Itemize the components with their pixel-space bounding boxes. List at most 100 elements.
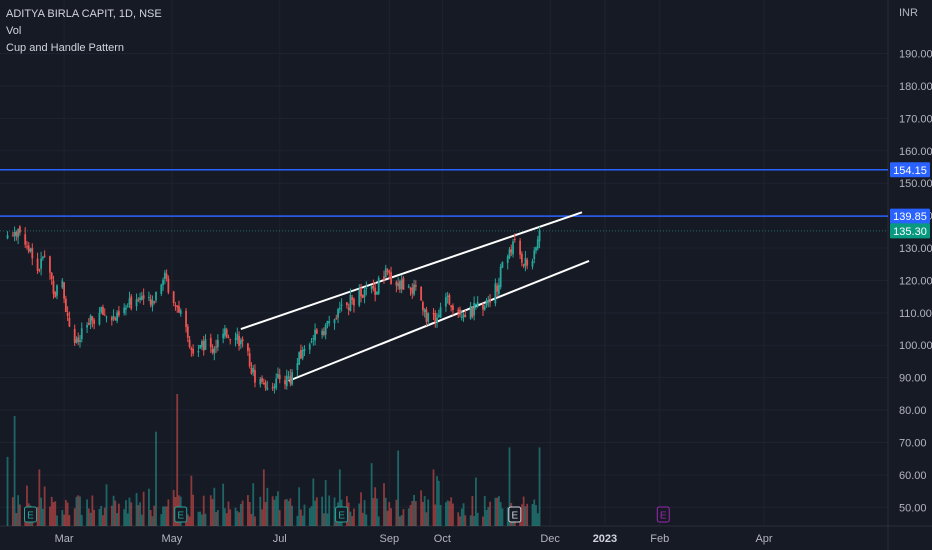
candle-body bbox=[487, 300, 490, 303]
volume-bar bbox=[407, 508, 410, 526]
volume-bars bbox=[6, 394, 541, 526]
earnings-marker[interactable]: E bbox=[24, 506, 38, 523]
candle-body bbox=[17, 228, 20, 238]
candle-body bbox=[149, 299, 152, 305]
candle-body bbox=[506, 256, 509, 264]
candle-body bbox=[139, 297, 141, 300]
volume-bar bbox=[215, 511, 217, 526]
candle-body bbox=[448, 295, 451, 305]
volume-bar bbox=[186, 514, 189, 526]
volume-bar bbox=[358, 503, 361, 526]
earnings-marker[interactable]: E bbox=[335, 506, 349, 523]
volume-bar bbox=[475, 477, 477, 526]
volume-bar bbox=[75, 496, 78, 526]
indicator-legend[interactable]: Cup and Handle Pattern bbox=[6, 42, 125, 54]
volume-bar bbox=[13, 416, 16, 526]
volume-legend[interactable]: Vol bbox=[6, 25, 22, 37]
candle-body bbox=[248, 353, 251, 367]
trendlines bbox=[240, 211, 590, 382]
volume-bar bbox=[296, 515, 299, 526]
volume-bar bbox=[506, 507, 509, 526]
candle-body bbox=[186, 326, 189, 338]
candle-body bbox=[471, 307, 474, 317]
candle-body bbox=[38, 269, 41, 271]
volume-bar bbox=[135, 493, 138, 526]
candle-body bbox=[125, 307, 127, 310]
time-tick-label: Sep bbox=[380, 533, 400, 545]
earnings-marker[interactable]: E bbox=[656, 506, 670, 523]
volume-bar bbox=[264, 502, 267, 526]
candle-body bbox=[31, 247, 34, 259]
candle-body bbox=[239, 340, 242, 345]
candle-body bbox=[349, 294, 352, 312]
volume-bar bbox=[388, 502, 391, 526]
candle-body bbox=[234, 338, 237, 340]
volume-bar bbox=[501, 508, 504, 526]
candle-body bbox=[340, 304, 343, 306]
volume-bar bbox=[153, 505, 156, 526]
candle-body bbox=[425, 309, 428, 322]
time-tick-label: Dec bbox=[540, 533, 560, 545]
volume-bar bbox=[300, 509, 302, 526]
volume-bar bbox=[66, 502, 69, 526]
time-tick-label: Feb bbox=[650, 533, 669, 545]
volume-bar bbox=[321, 496, 324, 526]
volume-bar bbox=[400, 515, 403, 526]
volume-bar bbox=[496, 497, 499, 526]
volume-bar bbox=[151, 516, 154, 526]
candle-body bbox=[494, 283, 497, 304]
candle-body bbox=[73, 328, 76, 343]
volume-bar bbox=[50, 496, 53, 526]
symbol-title[interactable]: ADITYA BIRLA CAPIT, 1D, NSE bbox=[6, 8, 162, 20]
last-price-label: 135.30 bbox=[893, 226, 927, 238]
volume-bar bbox=[17, 495, 20, 526]
candle-body bbox=[162, 279, 164, 286]
volume-bar bbox=[522, 496, 525, 526]
candle-body bbox=[172, 291, 175, 303]
candle-body bbox=[460, 316, 463, 318]
volume-bar bbox=[298, 487, 301, 526]
volume-bar bbox=[261, 509, 263, 526]
earnings-marker[interactable]: E bbox=[174, 506, 188, 523]
time-tick-label: Jul bbox=[273, 533, 287, 545]
candle-body bbox=[353, 298, 355, 306]
volume-bar bbox=[452, 503, 454, 526]
volume-bar bbox=[192, 494, 195, 526]
candle-body bbox=[116, 312, 119, 321]
candle-body bbox=[496, 285, 499, 292]
earnings-box bbox=[656, 506, 670, 523]
volume-bar bbox=[402, 509, 405, 526]
level-price-badge bbox=[890, 162, 930, 178]
volume-bar bbox=[77, 495, 80, 526]
volume-bar bbox=[225, 513, 228, 526]
volume-bar bbox=[100, 505, 103, 526]
candle-body bbox=[291, 372, 293, 385]
volume-bar bbox=[254, 516, 256, 526]
candle-body bbox=[63, 282, 65, 299]
candle-body bbox=[142, 295, 145, 299]
candle-body bbox=[374, 287, 377, 295]
volume-bar bbox=[446, 500, 449, 526]
volume-bar bbox=[239, 503, 242, 526]
volume-bar bbox=[73, 508, 76, 526]
volume-bar bbox=[130, 502, 133, 526]
candle-body bbox=[227, 337, 230, 339]
last-price-badge bbox=[890, 223, 930, 239]
candle-body bbox=[407, 286, 410, 288]
candle-body bbox=[27, 245, 30, 252]
volume-bar bbox=[38, 469, 41, 526]
volume-bar bbox=[425, 512, 428, 526]
volume-bar bbox=[301, 515, 304, 526]
candle-body bbox=[437, 314, 440, 317]
candle-body bbox=[236, 334, 239, 341]
candle-body bbox=[536, 239, 539, 249]
volume-bar bbox=[213, 487, 216, 526]
volume-bar bbox=[93, 509, 96, 526]
earnings-marker[interactable]: E bbox=[508, 506, 522, 523]
candle-body bbox=[351, 297, 354, 300]
candle-body bbox=[333, 319, 336, 324]
candle-body bbox=[123, 307, 126, 314]
price-tick-label: 100.00 bbox=[899, 340, 932, 352]
